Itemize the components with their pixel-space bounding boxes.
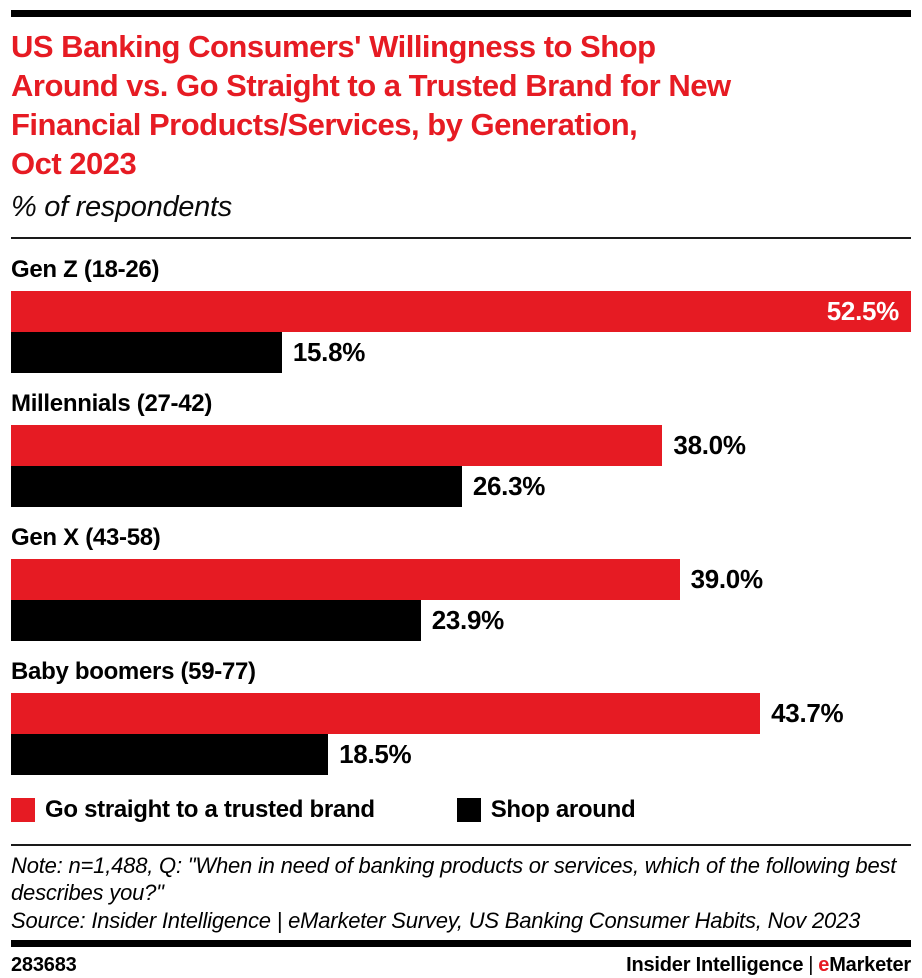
value-label: 43.7% [771, 698, 844, 728]
bar-shop-around [11, 466, 462, 507]
category-label: Baby boomers (59-77) [11, 658, 256, 685]
bar-row-go-straight-to-a-trusted-brand: 38.0% [11, 425, 911, 466]
value-label: 52.5% [826, 296, 900, 326]
bar-shop-around [11, 332, 282, 373]
bar-row-go-straight-to-a-trusted-brand: 43.7% [11, 693, 911, 734]
bar-group-millennials-27-42: Millennials (27-42) 38.0% 26.3% [11, 390, 911, 507]
chart-legend: Go straight to a trusted brand Shop arou… [11, 796, 911, 824]
bar-row-shop-around: 26.3% [11, 466, 911, 507]
chart-title-line-1: US Banking Consumers' Willingness to Sho… [11, 29, 656, 64]
chart-title-line-2: Around vs. Go Straight to a Trusted Bran… [11, 68, 731, 103]
brand-emarketer-rest: Marketer [829, 954, 911, 976]
footer: 283683 Insider Intelligence | eMarketer [11, 954, 911, 977]
bar-row-go-straight-to-a-trusted-brand: 39.0% [11, 559, 911, 600]
bottom-rule [11, 940, 911, 947]
bar-go-straight-to-a-trusted-brand [11, 693, 761, 734]
bar-go-straight-to-a-trusted-brand: 52.5% [11, 291, 911, 332]
bar-chart: Gen Z (18-26) 52.5% 15.8% Millennials (27-4… [11, 256, 911, 775]
top-rule [11, 10, 911, 17]
footnote-source: Source: Insider Intelligence | eMarketer… [11, 908, 861, 933]
bar-go-straight-to-a-trusted-brand [11, 559, 680, 600]
bar-go-straight-to-a-trusted-brand [11, 425, 663, 466]
bar-row-go-straight-to-a-trusted-brand: 52.5% [11, 291, 911, 332]
chart-title: US Banking Consumers' Willingness to Sho… [11, 27, 911, 183]
brand-lockup: Insider Intelligence | eMarketer [626, 954, 911, 977]
legend-swatch-black [456, 798, 481, 822]
value-label: 15.8% [292, 337, 366, 367]
brand-insider-intelligence: Insider Intelligence [626, 954, 804, 976]
bar-group-gen-z-18-26: Gen Z (18-26) 52.5% 15.8% [11, 256, 911, 373]
category-label: Millennials (27-42) [11, 390, 213, 417]
category-label: Gen X (43-58) [11, 524, 161, 551]
bar-shop-around [11, 734, 329, 775]
footnote-divider [11, 844, 911, 846]
value-label: 18.5% [339, 739, 412, 769]
bar-row-shop-around: 15.8% [11, 332, 911, 373]
value-label: 23.9% [431, 605, 505, 635]
bar-group-gen-x-43-58: Gen X (43-58) 39.0% 23.9% [11, 524, 911, 641]
bar-shop-around [11, 600, 421, 641]
header-divider [11, 237, 911, 239]
legend-label-shop-around: Shop around [490, 796, 636, 823]
footnote-note: Note: n=1,488, Q: "When in need of banki… [11, 853, 897, 905]
chart-title-line-4: Oct 2023 [11, 146, 137, 181]
bar-row-shop-around: 18.5% [11, 734, 911, 775]
chart-subtitle: % of respondents [11, 191, 232, 223]
chart-id: 283683 [11, 954, 77, 976]
category-label: Gen Z (18-26) [11, 256, 160, 283]
value-label: 38.0% [673, 430, 746, 460]
legend-item-shop-around: Shop around [456, 796, 636, 824]
legend-swatch-red [11, 798, 35, 822]
brand-emarketer-e: e [818, 954, 830, 976]
legend-label-trusted-brand: Go straight to a trusted brand [45, 796, 375, 823]
legend-item-trusted-brand: Go straight to a trusted brand [11, 796, 375, 824]
bar-row-shop-around: 23.9% [11, 600, 911, 641]
value-label: 26.3% [472, 471, 546, 501]
brand-separator: | [808, 954, 814, 976]
value-label: 39.0% [690, 564, 764, 594]
chart-title-line-3: Financial Products/Services, by Generati… [11, 107, 638, 142]
bar-group-baby-boomers-59-77: Baby boomers (59-77) 43.7% 18.5% [11, 658, 911, 775]
